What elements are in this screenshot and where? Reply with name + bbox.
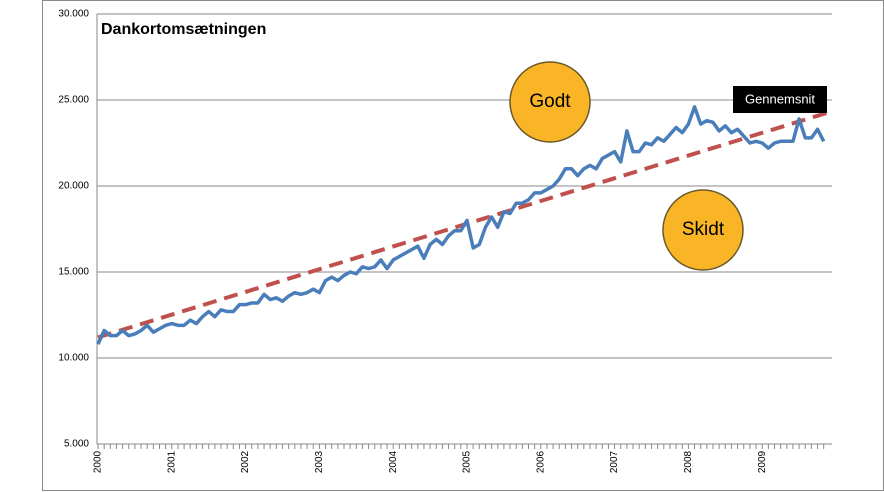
annotation-circle: [662, 189, 744, 271]
annotation-text: Skidt: [682, 219, 725, 240]
y-tick-label: 20.000: [58, 181, 89, 192]
x-tick-label: 2007: [609, 450, 620, 473]
x-tick-label: 2004: [388, 450, 399, 473]
x-tick-label: 2002: [240, 450, 251, 473]
x-tick-label: 2006: [535, 450, 546, 473]
y-tick-label: 15.000: [58, 267, 89, 278]
annotation-circle: [509, 61, 591, 143]
x-tick-label: 2000: [93, 450, 104, 473]
chart-title: Dankortomsætningen: [101, 21, 266, 38]
x-tick-label: 2001: [166, 450, 177, 473]
x-tick-label: 2008: [683, 450, 694, 473]
trend-label-box: [733, 86, 827, 113]
annotation-text: Godt: [529, 91, 571, 112]
y-tick-label: 10.000: [58, 353, 89, 364]
y-tick-label: 30.000: [58, 9, 89, 20]
data-line: [96, 105, 826, 345]
y-tick-label: 5.000: [64, 439, 89, 450]
y-tick-label: 25.000: [58, 95, 89, 106]
x-tick-label: 2005: [462, 450, 473, 473]
x-tick-label: 2003: [314, 450, 325, 473]
x-tick-label: 2009: [757, 450, 768, 473]
trend-label: Gennemsnit: [745, 91, 815, 106]
chart-frame: [42, 0, 884, 491]
